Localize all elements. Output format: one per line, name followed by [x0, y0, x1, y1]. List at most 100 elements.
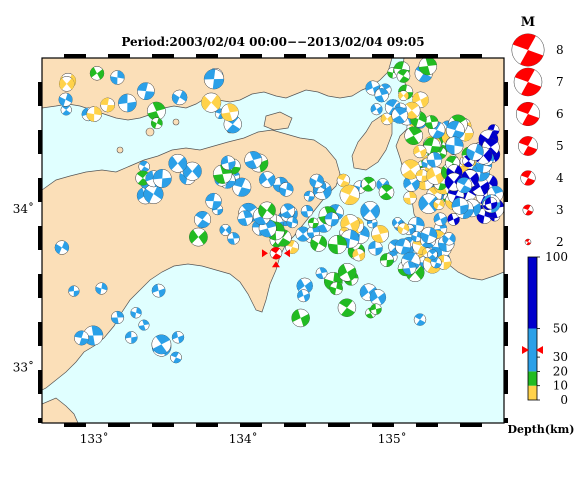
- focal-mechanism-beachball: [171, 331, 185, 344]
- focal-mechanism-beachball: [219, 224, 232, 236]
- focal-mechanism-beachball: [374, 88, 389, 103]
- magnitude-legend-label: 7: [556, 75, 564, 89]
- focal-mechanism-beachball: [360, 201, 380, 221]
- focal-mechanism-beachball: [397, 222, 410, 235]
- focal-mechanism-beachball: [370, 303, 382, 315]
- focal-mechanism-beachball: [232, 177, 252, 197]
- frame-tick: [196, 423, 218, 427]
- frame-tick: [504, 226, 508, 250]
- frame-tick: [328, 423, 350, 427]
- depth-scale-title: Depth(km): [508, 423, 575, 436]
- focal-mechanism-beachball: [402, 261, 417, 275]
- frame-tick: [504, 130, 508, 154]
- focal-mechanism-beachball: [151, 334, 172, 355]
- frame-tick: [38, 226, 42, 250]
- island: [116, 146, 124, 154]
- frame-tick: [108, 423, 130, 427]
- map-frame-ticks: [38, 54, 508, 427]
- focal-mechanism-beachball: [339, 184, 360, 205]
- focal-mechanism-beachball: [404, 126, 423, 145]
- focal-mechanism-beachball: [297, 289, 310, 303]
- frame-tick: [38, 274, 42, 298]
- focal-mechanism-beachball: [424, 115, 439, 130]
- frame-tick: [38, 322, 42, 346]
- frame-tick: [504, 274, 508, 298]
- magnitude-legend-label: 2: [556, 235, 564, 249]
- magnitude-legend-symbol: [522, 204, 534, 216]
- focal-mechanism-beachball: [189, 227, 208, 247]
- focal-mechanism-beachball: [300, 204, 314, 218]
- magnitude-legend: 8 7 6 5 4 3 2: [511, 33, 564, 249]
- magnitude-legend-label: 6: [556, 107, 564, 121]
- focal-mechanism-beachball: [484, 196, 498, 210]
- focal-mechanism-beachball: [324, 212, 339, 227]
- focal-mechanism-beachball: [368, 240, 383, 256]
- frame-tick: [372, 54, 394, 58]
- focal-mechanism-beachball: [456, 177, 473, 194]
- frame-tick: [38, 130, 42, 154]
- focal-mechanism-beachball: [433, 198, 445, 211]
- focal-mechanism-beachball: [352, 248, 366, 262]
- focal-mechanism-beachball: [152, 169, 172, 188]
- magnitude-legend-label: 8: [556, 43, 564, 57]
- focal-mechanism-beachball: [201, 92, 222, 113]
- frame-tick: [240, 423, 262, 427]
- focal-mechanism-beachball: [118, 93, 137, 113]
- focal-mechanism-beachball: [95, 282, 108, 295]
- magnitude-legend-symbol: [518, 136, 538, 156]
- focal-mechanism-beachball: [258, 201, 276, 220]
- focal-mechanism-beachball: [395, 238, 412, 255]
- focal-mechanism-beachball: [400, 159, 421, 180]
- frame-tick: [64, 423, 86, 427]
- focal-mechanism-beachball: [315, 267, 328, 280]
- frame-tick: [504, 322, 508, 346]
- frame-tick: [460, 54, 482, 58]
- map-panel: [42, 58, 504, 423]
- focal-mechanism-beachball: [138, 160, 150, 173]
- focal-mechanism-beachball: [68, 285, 80, 297]
- latitude-labels: 34˚ 33˚: [13, 201, 34, 375]
- depth-scale-band: [528, 371, 537, 386]
- map-title: Period:2003/02/04 00:00−−2013/02/04 09:0…: [121, 35, 424, 49]
- frame-tick: [372, 423, 394, 427]
- focal-mechanism-beachball: [413, 313, 427, 326]
- focal-mechanism-beachball: [403, 191, 417, 205]
- frame-tick: [152, 423, 174, 427]
- frame-tick: [152, 54, 174, 58]
- focal-mechanism-beachball: [445, 136, 464, 155]
- frame-tick: [504, 418, 508, 423]
- depth-scale-tick-label: 20: [553, 364, 568, 378]
- focal-mechanism-beachball: [379, 253, 394, 268]
- focal-mechanism-beachball: [369, 289, 387, 306]
- longitude-label: 135˚: [378, 431, 407, 446]
- focal-mechanism-beachball: [100, 97, 116, 113]
- depth-scale-mainshock-marker: [536, 345, 543, 354]
- focal-mechanism-beachball: [413, 144, 427, 159]
- focal-mechanism-beachball: [442, 232, 456, 246]
- focal-mechanism-beachball: [296, 277, 313, 295]
- focal-mechanism-beachball: [427, 249, 438, 260]
- land-shodoshima: [263, 111, 293, 131]
- frame-tick: [416, 54, 438, 58]
- focal-mechanism-beachball: [371, 225, 389, 243]
- focal-mechanism-beachball: [89, 66, 105, 81]
- magnitude-legend-label: 4: [556, 171, 564, 185]
- focal-mechanism-beachball: [194, 211, 212, 229]
- frame-tick: [38, 178, 42, 202]
- focal-mechanism-beachball: [309, 173, 324, 189]
- focal-mechanism-beachball: [220, 155, 236, 171]
- focal-mechanism-beachball: [398, 90, 409, 101]
- frame-tick: [416, 423, 438, 427]
- depth-scale-band: [528, 385, 537, 400]
- focal-mechanism-beachball: [433, 212, 448, 227]
- longitude-label: 134˚: [229, 431, 258, 446]
- focal-mechanism-beachball: [86, 106, 102, 122]
- focal-mechanism-beachball: [310, 234, 328, 252]
- focal-mechanism-beachball: [370, 103, 383, 116]
- focal-mechanism-beachball: [220, 103, 239, 122]
- magnitude-legend-symbol: [520, 170, 536, 186]
- magnitude-legend-symbol: [511, 33, 545, 67]
- depth-scale-tick-label: 0: [560, 393, 568, 407]
